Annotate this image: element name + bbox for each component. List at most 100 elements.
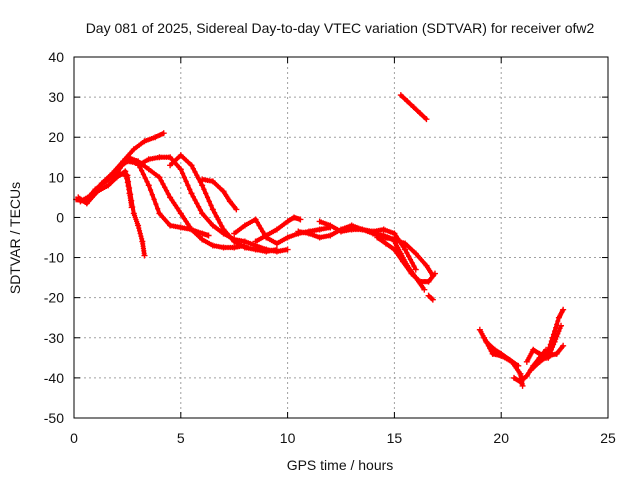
data-point (187, 186, 193, 192)
data-point (254, 219, 260, 226)
data-point (197, 207, 203, 213)
data-point (188, 162, 195, 169)
data-point (177, 166, 184, 173)
axis-ticks: 0 5 10 15 20 25 -50 -40 -30 -20 -10 0 10 20 30 40 (44, 49, 616, 446)
data-point (252, 216, 259, 223)
data-point (144, 179, 150, 185)
data-point (431, 270, 438, 277)
data-point (194, 200, 200, 207)
data-point (125, 183, 131, 189)
y-axis-label: SDTVAR / TECUs (7, 182, 23, 294)
data-point (181, 216, 187, 222)
data-point (192, 169, 198, 175)
data-point (153, 201, 159, 207)
data-point (174, 205, 180, 211)
data-point (487, 345, 493, 352)
grid-lines (74, 57, 608, 418)
data-point (553, 350, 560, 357)
data-point (117, 165, 123, 171)
data-point (260, 228, 266, 235)
data-point (165, 191, 171, 197)
data-point (553, 325, 559, 331)
data-point (126, 187, 132, 193)
data-point (554, 321, 560, 328)
x-tick-label: 10 (280, 430, 296, 446)
x-tick-label: 15 (387, 430, 403, 446)
data-point (213, 213, 219, 219)
chart-title: Day 081 of 2025, Sidereal Day-to-day VTE… (86, 20, 595, 36)
y-tick-label: 20 (48, 129, 64, 145)
y-tick-label: 40 (48, 49, 64, 65)
x-axis-label: GPS time / hours (287, 457, 394, 473)
data-point (160, 181, 166, 187)
data-point (199, 182, 206, 189)
x-tick-label: 5 (177, 430, 185, 446)
data-point (124, 176, 130, 182)
data-point (555, 314, 562, 321)
data-point (179, 170, 186, 176)
data-point (519, 382, 526, 389)
data-point (188, 190, 195, 197)
data-point (411, 263, 417, 269)
data-point (206, 198, 212, 204)
data-point (560, 342, 567, 349)
data-point (169, 197, 175, 203)
data-point (412, 266, 419, 273)
data-point (145, 182, 152, 189)
data-point (555, 331, 561, 337)
data-point (233, 206, 240, 213)
data-point (196, 204, 202, 210)
data-point (547, 341, 553, 348)
data-point (212, 210, 218, 216)
data-point (485, 343, 491, 349)
data-point (219, 223, 225, 229)
series-7 (167, 152, 280, 255)
data-point (550, 331, 557, 338)
plot-frame (73, 56, 609, 419)
data-point (201, 186, 207, 192)
data-point (155, 206, 161, 212)
data-point (421, 286, 428, 293)
data-point (179, 213, 186, 219)
data-point (548, 338, 554, 344)
data-point (482, 337, 489, 344)
data-point (135, 222, 142, 229)
data-point (160, 130, 167, 137)
data-point (544, 351, 550, 358)
data-point (137, 230, 143, 237)
data-point (203, 190, 209, 196)
data-point (558, 322, 565, 329)
data-point (425, 278, 432, 285)
data-point (119, 162, 125, 168)
series-15 (391, 238, 428, 293)
y-tick-label: 0 (56, 209, 64, 225)
data-point (546, 345, 552, 351)
data-point (113, 170, 120, 177)
data-point (183, 178, 189, 184)
series-19 (481, 334, 526, 389)
data-point (194, 172, 200, 178)
data-point (190, 166, 196, 172)
data-point (256, 222, 262, 229)
series-10 (252, 214, 304, 245)
series-5 (113, 154, 248, 251)
data-point (138, 233, 144, 239)
data-point (151, 196, 157, 202)
x-tick-label: 0 (70, 430, 78, 446)
data-point (183, 218, 189, 225)
data-point (549, 334, 556, 341)
y-tick-label: 10 (48, 169, 64, 185)
data-point (204, 194, 211, 200)
data-point (409, 260, 415, 266)
data-point (407, 256, 414, 263)
data-point (215, 216, 221, 223)
data-point (258, 225, 264, 232)
series-23 (543, 306, 567, 361)
y-tick-label: -40 (44, 370, 64, 386)
data-point (217, 220, 223, 226)
y-tick-label: -50 (44, 410, 64, 426)
data-point (141, 252, 148, 259)
data-point (171, 200, 177, 206)
series-9 (231, 216, 334, 247)
